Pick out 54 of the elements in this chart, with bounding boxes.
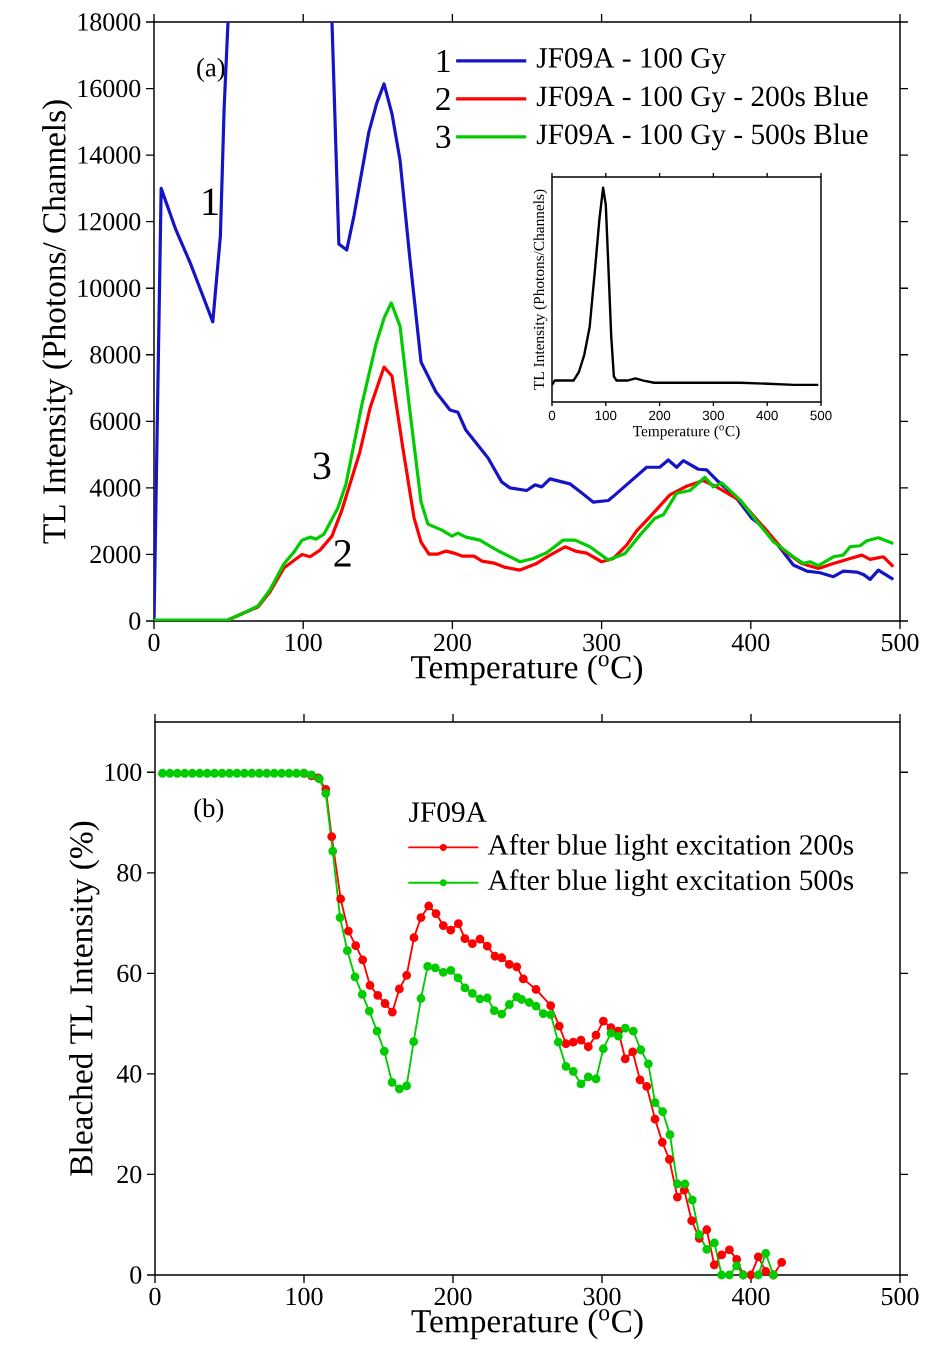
y-tick-label: 0 (130, 1266, 142, 1284)
x-tick-label: 300 (583, 1287, 621, 1306)
x-tick-label: 400 (756, 410, 778, 421)
annotation: 1 (203, 188, 218, 215)
legend-label: JF09A - 100 Gy (536, 48, 726, 74)
y-axis-title: TL Intensity (Photons/Channels) (533, 189, 548, 390)
legend-label: After blue light excitation 500s (487, 869, 854, 897)
legend-label: JF09A - 100 Gy - 200s Blue (536, 85, 868, 113)
x-axis-title: Temperature ($^{o}$C) (411, 655, 643, 686)
legend-title: JF09A (409, 802, 487, 823)
legend-label: JF09A - 100 Gy - 500s Blue (536, 123, 868, 151)
annotation: 1 (437, 49, 450, 72)
x-tick-label: 400 (732, 1287, 770, 1306)
y-tick-label: 0 (129, 612, 141, 630)
annotation: 3 (313, 452, 331, 480)
x-tick-label: 500 (882, 633, 919, 652)
x-tick-label: 0 (149, 1287, 161, 1306)
x-tick-label: 400 (731, 633, 770, 652)
x-tick-label: 500 (882, 1287, 919, 1306)
y-tick-label: 40 (116, 1065, 142, 1083)
y-tick-label: 60 (117, 964, 142, 983)
y-tick-label: 12000 (78, 212, 141, 231)
y-axis-title: TL Intensity (Photons/ Channels) (42, 100, 73, 544)
annotation: (a) (197, 57, 225, 82)
annotation: 3 (436, 125, 451, 149)
x-tick-label: 0 (548, 410, 556, 421)
y-tick-label: 6000 (90, 412, 141, 431)
annotation: 2 (436, 87, 450, 110)
y-tick-label: 20 (117, 1165, 142, 1184)
y-tick-label: 2000 (90, 545, 141, 564)
y-tick-label: 80 (117, 864, 142, 882)
x-tick-label: 200 (434, 1287, 472, 1306)
x-tick-label: 0 (148, 633, 160, 652)
y-tick-label: 18000 (78, 13, 141, 31)
y-tick-label: 8000 (90, 345, 141, 364)
y-tick-label: 100 (105, 763, 142, 782)
y-axis-title: Bleached TL Intensity (%) (69, 821, 100, 1176)
x-tick-label: 100 (595, 410, 617, 421)
x-tick-label: 500 (810, 410, 832, 421)
x-tick-label: 200 (649, 410, 671, 421)
x-tick-label: 300 (702, 410, 724, 421)
x-tick-label: 100 (285, 633, 322, 652)
legend-label: After blue light excitation 200s (487, 833, 854, 861)
x-axis-title: Temperature ($^{o}$C) (411, 1309, 643, 1340)
x-axis-title: Temperature ($^{o}$C) (632, 425, 740, 440)
y-tick-label: 4000 (89, 479, 141, 497)
x-tick-label: 200 (434, 633, 471, 652)
y-tick-label: 10000 (78, 279, 141, 297)
x-tick-label: 100 (286, 1287, 323, 1306)
y-tick-label: 16000 (78, 79, 141, 98)
x-tick-label: 300 (583, 633, 621, 652)
annotation: 2 (334, 540, 351, 567)
y-tick-label: 14000 (78, 146, 141, 164)
annotation: (b) (194, 798, 224, 823)
